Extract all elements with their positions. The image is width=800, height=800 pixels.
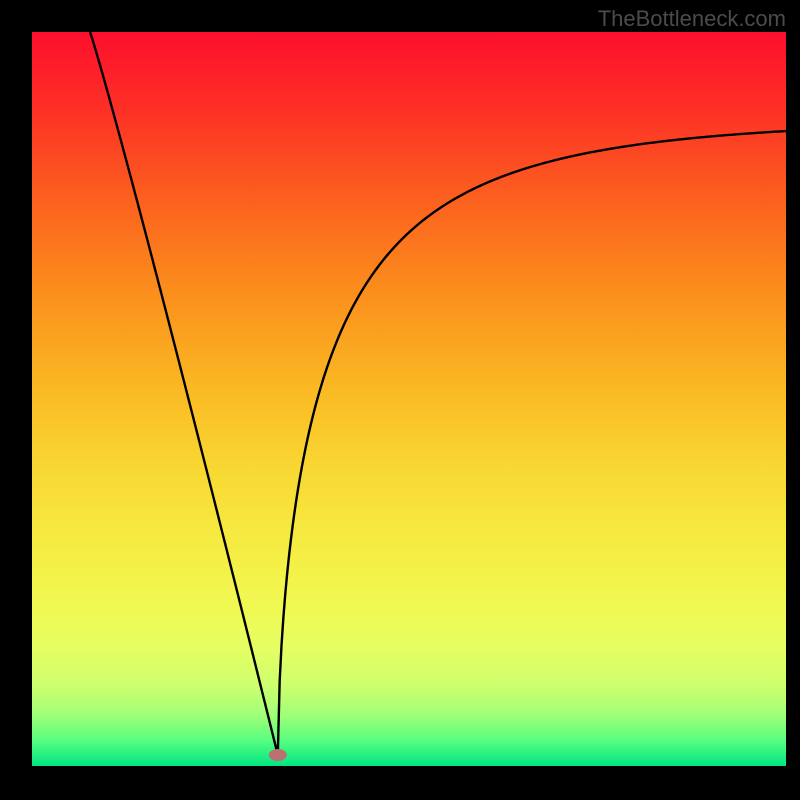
plot-background	[32, 32, 786, 766]
optimal-point-marker	[269, 749, 287, 761]
watermark-text: TheBottleneck.com	[598, 6, 786, 32]
bottleneck-chart-svg	[0, 0, 800, 800]
chart-stage: TheBottleneck.com	[0, 0, 800, 800]
